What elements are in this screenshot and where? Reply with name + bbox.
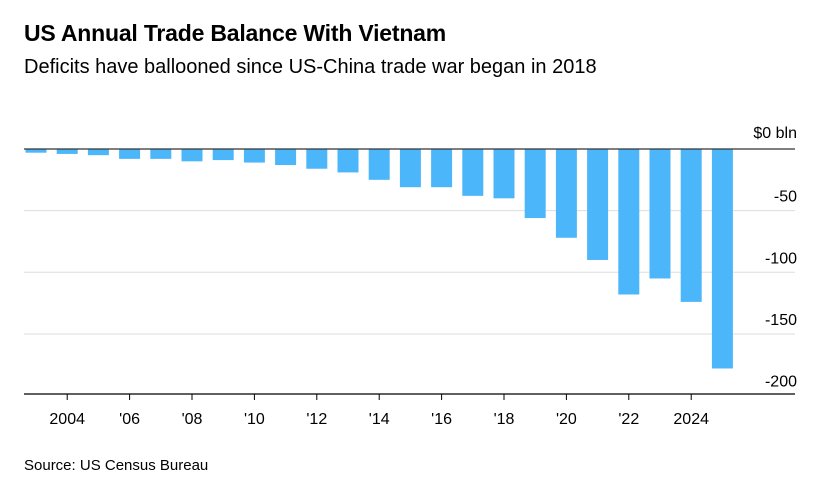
bar-2005 [87,149,109,156]
x-tick-label: '18 [494,411,515,428]
bar-2004 [56,149,78,154]
bar-2011 [275,149,297,166]
y-tick-label: $0 bln [753,125,797,142]
x-tick-label: '12 [306,411,327,428]
x-tick-label: '22 [618,411,639,428]
x-tick-label: '10 [244,411,265,428]
x-tick-label: 2024 [673,411,709,428]
chart-subtitle: Deficits have ballooned since US-China t… [24,56,597,78]
x-tick-label: '08 [182,411,203,428]
x-tick-label: '16 [431,411,452,428]
bar-2014 [368,149,390,180]
bar-2010 [243,149,265,163]
y-tick-label: -150 [765,312,797,329]
bar-2022 [618,149,640,295]
bar-2021 [587,149,609,260]
x-tick-label: '20 [556,411,577,428]
grid-lines [24,210,795,335]
bar-2007 [150,149,172,159]
bar-2025 [711,149,733,369]
bar-2019 [524,149,546,219]
bar-2008 [181,149,203,162]
bar-2013 [337,149,359,173]
bar-2017 [462,149,484,196]
source-note: Source: US Census Bureau [24,457,209,474]
bar-2018 [493,149,515,199]
bar-2024 [680,149,702,302]
bar-2016 [431,149,453,188]
x-tick-label: 2004 [49,411,85,428]
bar-2015 [399,149,421,188]
y-tick-label: -100 [765,250,797,267]
bar-2006 [119,149,141,159]
x-tick-label: '06 [119,411,140,428]
bar-2003 [25,149,47,153]
bars [25,149,733,369]
x-tick-label: '14 [369,411,390,428]
bar-2009 [212,149,234,161]
chart-title: US Annual Trade Balance With Vietnam [24,20,447,46]
bar-2012 [306,149,328,169]
bar-2020 [555,149,577,238]
y-tick-label: -200 [765,374,797,391]
axes: $0 bln -50 -100 -150 -200 2004 '06 '08 '10 '12 '14… [24,125,797,428]
bar-2023 [649,149,671,279]
y-tick-label: -50 [774,189,797,206]
